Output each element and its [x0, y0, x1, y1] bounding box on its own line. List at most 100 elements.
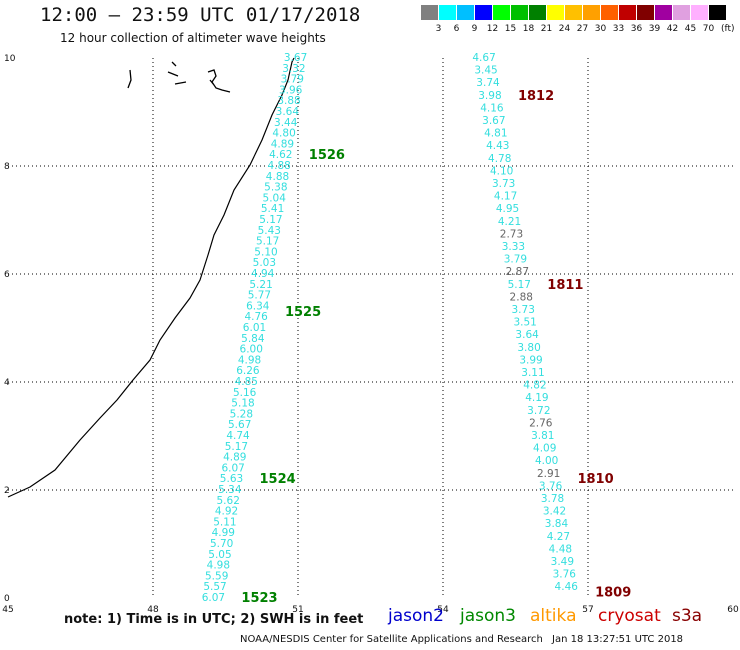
swh-value: 3.76	[553, 569, 577, 581]
swh-value: 4.10	[490, 165, 513, 177]
swh-value: 5.18	[231, 398, 254, 410]
scale-unit: (ft)	[721, 24, 735, 34]
swh-value: 3.32	[282, 63, 305, 75]
swh-value: 5.11	[213, 516, 236, 528]
swh-value: 4.21	[498, 216, 521, 228]
track-jason3-east: 3.673.323.793.963.883.643.444.804.894.62…	[202, 52, 345, 606]
scale-label: 18	[522, 24, 535, 34]
pass-number-label: 1525	[285, 305, 321, 320]
track-cryosat: 4.673.453.743.984.163.674.814.434.784.10…	[472, 52, 631, 601]
swh-value: 4.94	[251, 268, 275, 280]
scale-label: 42	[666, 24, 679, 34]
legend-s3a: s3a	[672, 606, 703, 626]
x-tick-label: 57	[582, 605, 593, 615]
swh-value: 3.67	[284, 52, 307, 64]
scale-swatch	[583, 5, 600, 20]
swh-value: 6.00	[240, 344, 263, 356]
footer-timestamp: Jan 18 13:27:51 UTC 2018	[552, 634, 684, 645]
swh-value: 2.73	[500, 228, 523, 240]
swh-value: 5.05	[208, 549, 231, 561]
x-tick-label: 60	[727, 605, 739, 615]
y-tick-label: 8	[4, 162, 10, 172]
swh-value: 3.67	[482, 115, 505, 127]
x-tick-label: 48	[147, 605, 159, 615]
scale-label: 70	[702, 24, 715, 34]
swh-value: 4.27	[547, 531, 570, 543]
swh-value: 4.99	[212, 527, 235, 539]
scale-swatch	[421, 5, 438, 20]
scale-swatch	[493, 5, 510, 20]
legend-altika: altika	[530, 606, 577, 626]
scale-label: 6	[453, 24, 460, 34]
swh-value: 3.11	[521, 367, 544, 379]
swh-value: 3.99	[519, 354, 542, 366]
map-grid	[8, 58, 733, 598]
scale-swatch	[673, 5, 690, 20]
scale-label: 45	[684, 24, 697, 34]
swh-value: 5.63	[220, 473, 243, 485]
island-1	[127, 69, 132, 89]
island-2	[167, 61, 187, 85]
page-title: 12:00 – 23:59 UTC 01/17/2018	[40, 4, 361, 26]
coastline	[7, 57, 295, 498]
swh-value: 5.84	[241, 333, 265, 345]
swh-value: 5.21	[249, 279, 272, 291]
scale-label: 30	[594, 24, 607, 34]
swh-value: 4.85	[235, 376, 258, 388]
swh-value: 4.88	[266, 171, 289, 183]
scale-swatch	[511, 5, 528, 20]
swh-value: 2.91	[537, 468, 560, 480]
swh-value: 4.81	[484, 128, 507, 140]
scale-label: 3	[435, 24, 442, 34]
swh-value: 4.17	[494, 191, 517, 203]
swh-value: 4.89	[271, 138, 294, 150]
swh-value: 5.59	[205, 570, 228, 582]
swh-value: 3.49	[551, 556, 574, 568]
swh-value: 3.78	[541, 493, 564, 505]
satellite-tracks: 3.673.323.793.963.883.643.444.804.894.62…	[202, 52, 632, 606]
scale-swatch	[565, 5, 582, 20]
swh-value: 3.79	[281, 74, 304, 86]
scale-swatch	[439, 5, 456, 20]
swh-value: 4.19	[525, 392, 548, 404]
swh-value: 5.77	[248, 290, 271, 302]
swh-value: 5.70	[210, 538, 233, 550]
scale-swatch	[619, 5, 636, 20]
y-tick-label: 6	[4, 270, 10, 280]
swh-value: 4.16	[480, 102, 504, 114]
swh-value: 4.98	[238, 354, 261, 366]
scale-swatch	[529, 5, 546, 20]
swh-value: 4.62	[269, 149, 292, 161]
swh-value: 4.95	[496, 203, 519, 215]
swh-value: 3.98	[478, 90, 501, 102]
swh-value: 3.73	[512, 304, 535, 316]
legend-jason3: jason3	[460, 606, 516, 626]
swh-value: 2.76	[529, 417, 553, 429]
swh-value: 3.64	[276, 106, 300, 118]
swh-value: 2.88	[510, 291, 533, 303]
swh-value: 3.42	[543, 506, 566, 518]
scale-label: 21	[540, 24, 553, 34]
swh-value: 5.28	[230, 408, 253, 420]
swh-value: 6.07	[202, 592, 225, 604]
swh-value: 4.74	[226, 430, 250, 442]
page-subtitle: 12 hour collection of altimeter wave hei…	[60, 31, 326, 45]
swh-value: 3.81	[531, 430, 554, 442]
scale-swatch	[547, 5, 564, 20]
pass-number-label: 1523	[241, 591, 277, 606]
swh-value: 4.09	[533, 443, 556, 455]
swh-value: 5.43	[258, 225, 281, 237]
legend-jason2: jason2	[388, 606, 444, 626]
swh-value: 4.46	[555, 581, 579, 593]
scale-swatch	[709, 5, 726, 20]
scale-swatch	[601, 5, 618, 20]
swh-value: 4.00	[535, 455, 558, 467]
swh-value: 5.17	[225, 441, 248, 453]
swh-value: 3.44	[274, 117, 298, 129]
swh-value: 5.10	[254, 246, 277, 258]
swh-value: 4.89	[223, 452, 246, 464]
swh-value: 3.76	[539, 480, 563, 492]
footer-note: note: 1) Time is in UTC; 2) SWH is in fe…	[64, 612, 364, 627]
swh-value: 3.84	[545, 518, 569, 530]
